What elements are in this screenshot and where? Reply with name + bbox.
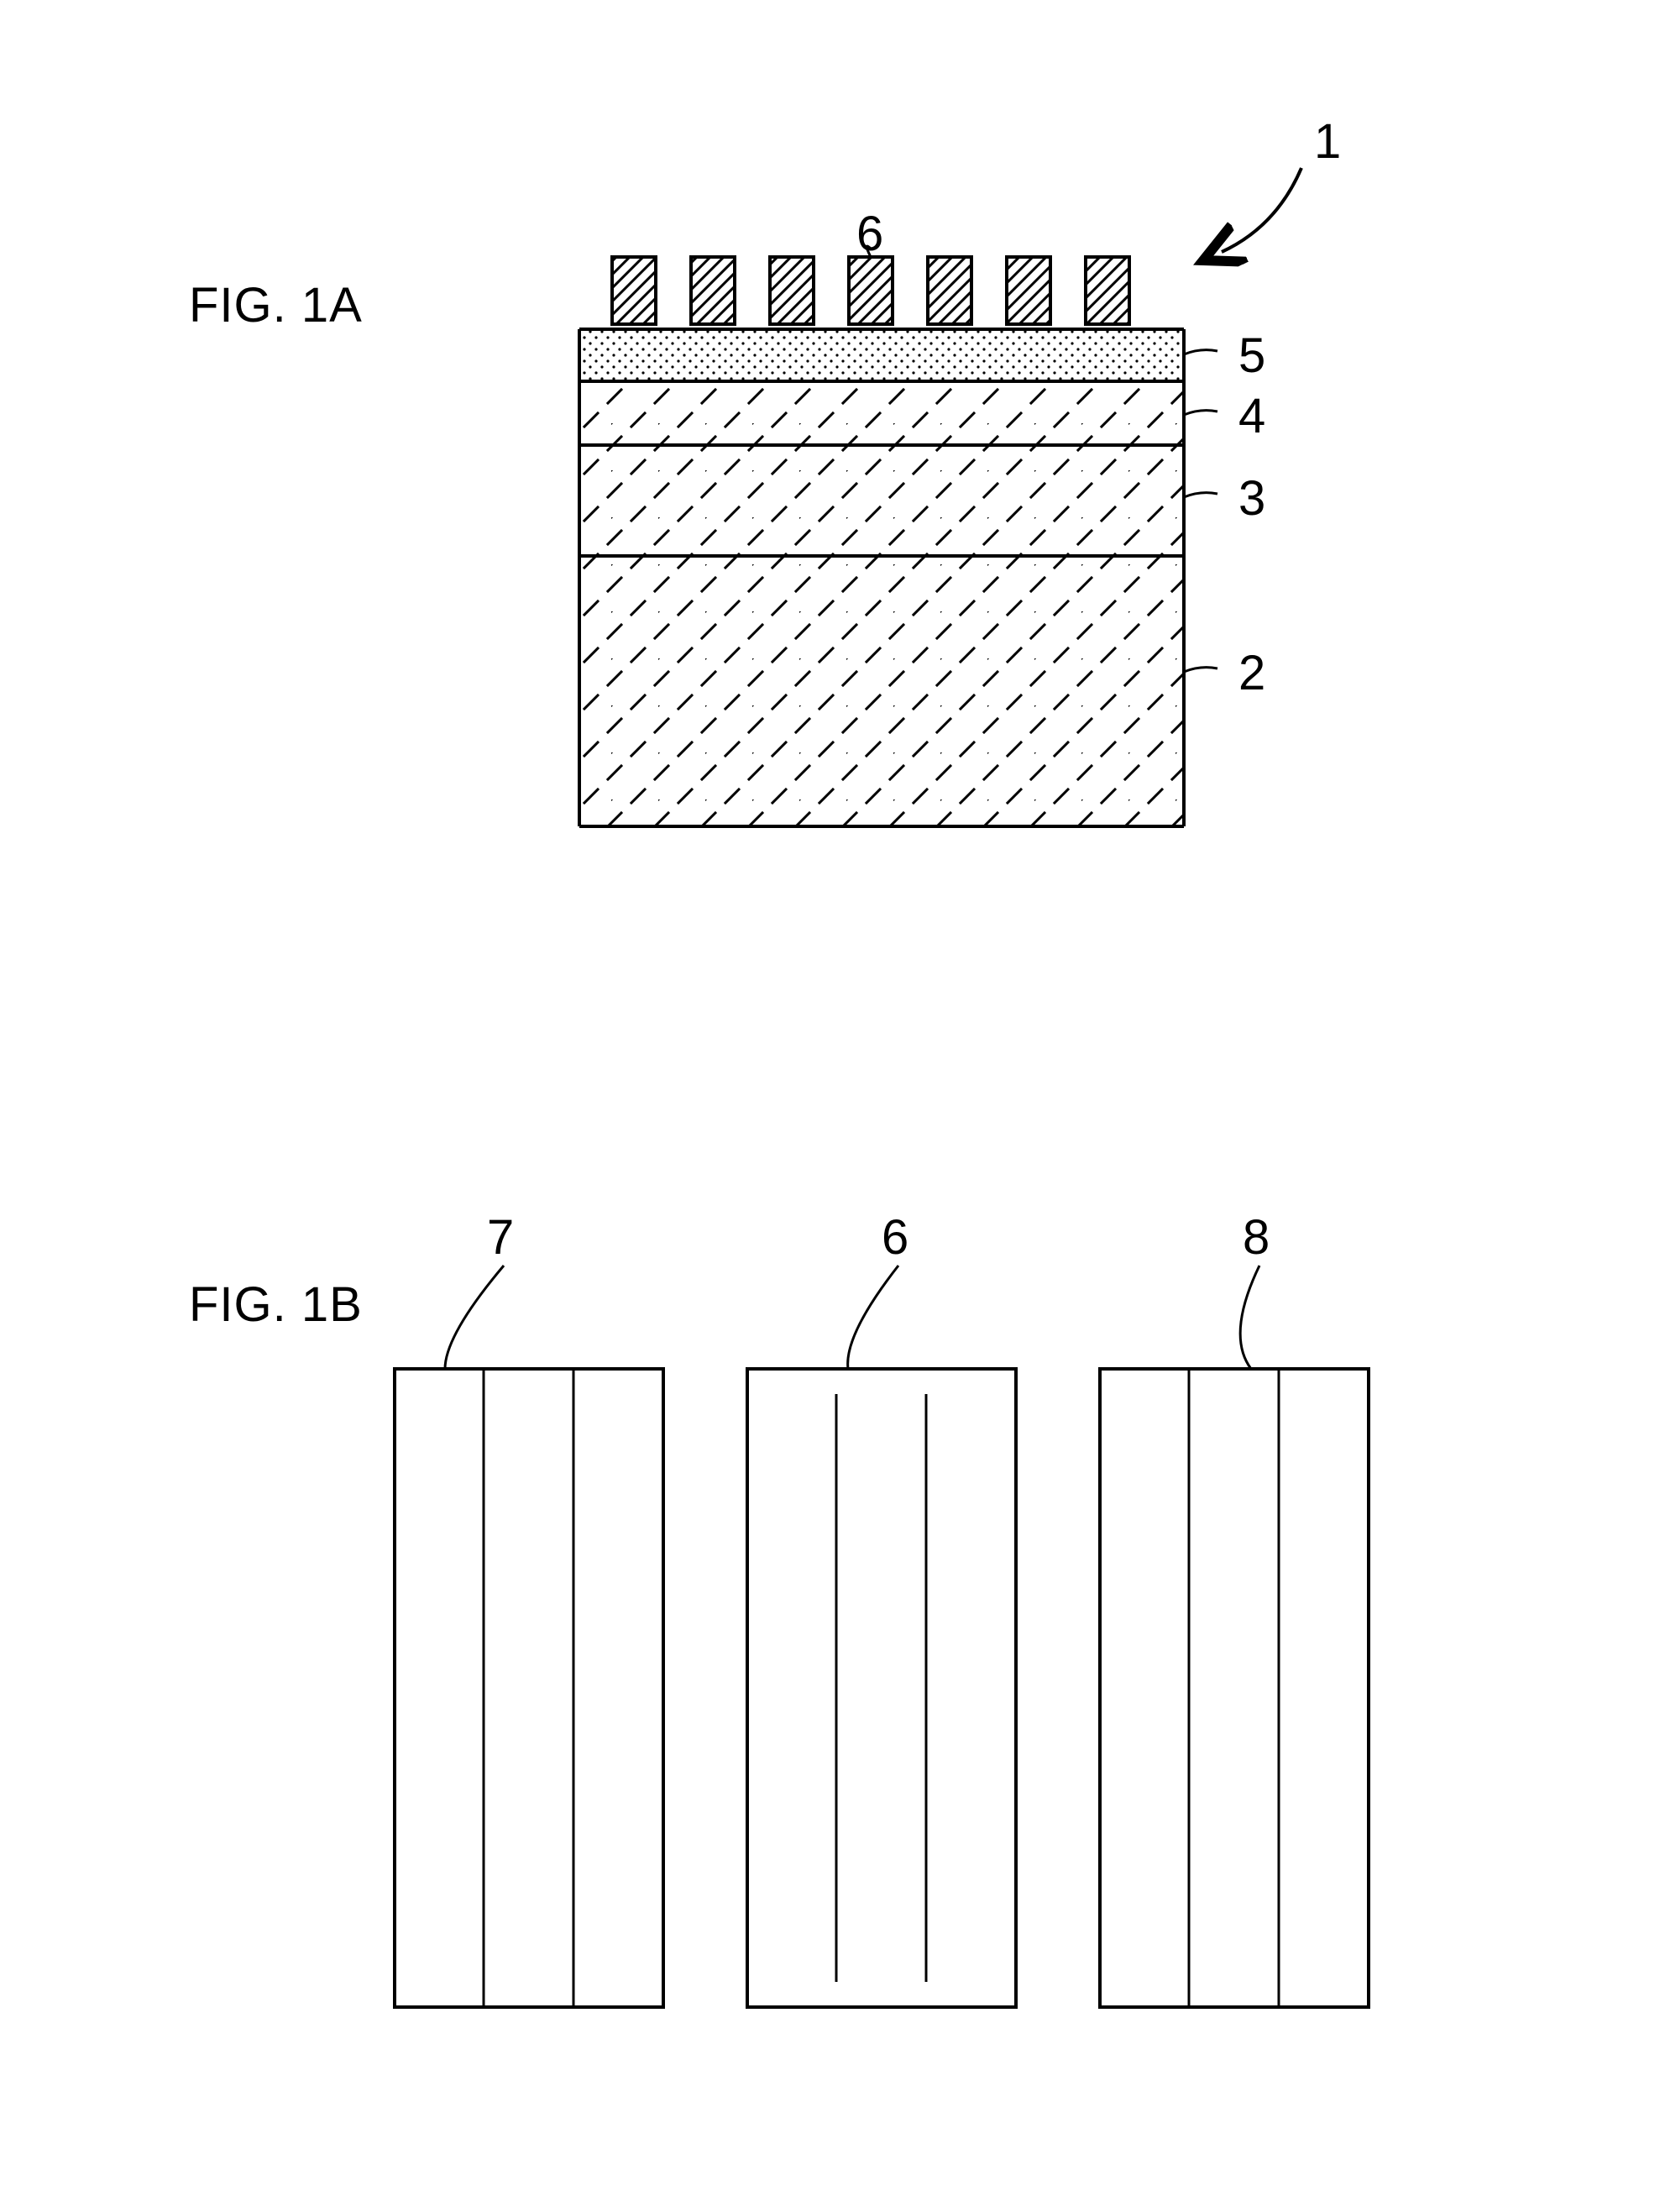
top-block (770, 257, 814, 324)
top-block (1007, 257, 1050, 324)
leader-5 (1184, 350, 1217, 354)
group-rect (747, 1369, 1016, 2007)
layer-5 (579, 329, 1184, 381)
leader-7 (445, 1266, 504, 1369)
leader-4 (1184, 411, 1217, 415)
top-block (612, 257, 656, 324)
figure-1a (0, 0, 1665, 1008)
leader-8 (1240, 1266, 1259, 1369)
leader-2 (1184, 668, 1217, 672)
top-block (691, 257, 735, 324)
top-block (849, 257, 893, 324)
layer-3 (579, 445, 1184, 556)
group-rect (1100, 1369, 1369, 2007)
group-rect (395, 1369, 663, 2007)
top-block (1086, 257, 1129, 324)
layer-4 (579, 381, 1184, 445)
leader-6 (848, 1266, 898, 1369)
top-block (928, 257, 971, 324)
layer-2 (579, 556, 1184, 826)
assembly-arrow (1222, 168, 1301, 252)
figure-1b (0, 1008, 1665, 2212)
leader-3 (1184, 493, 1217, 497)
